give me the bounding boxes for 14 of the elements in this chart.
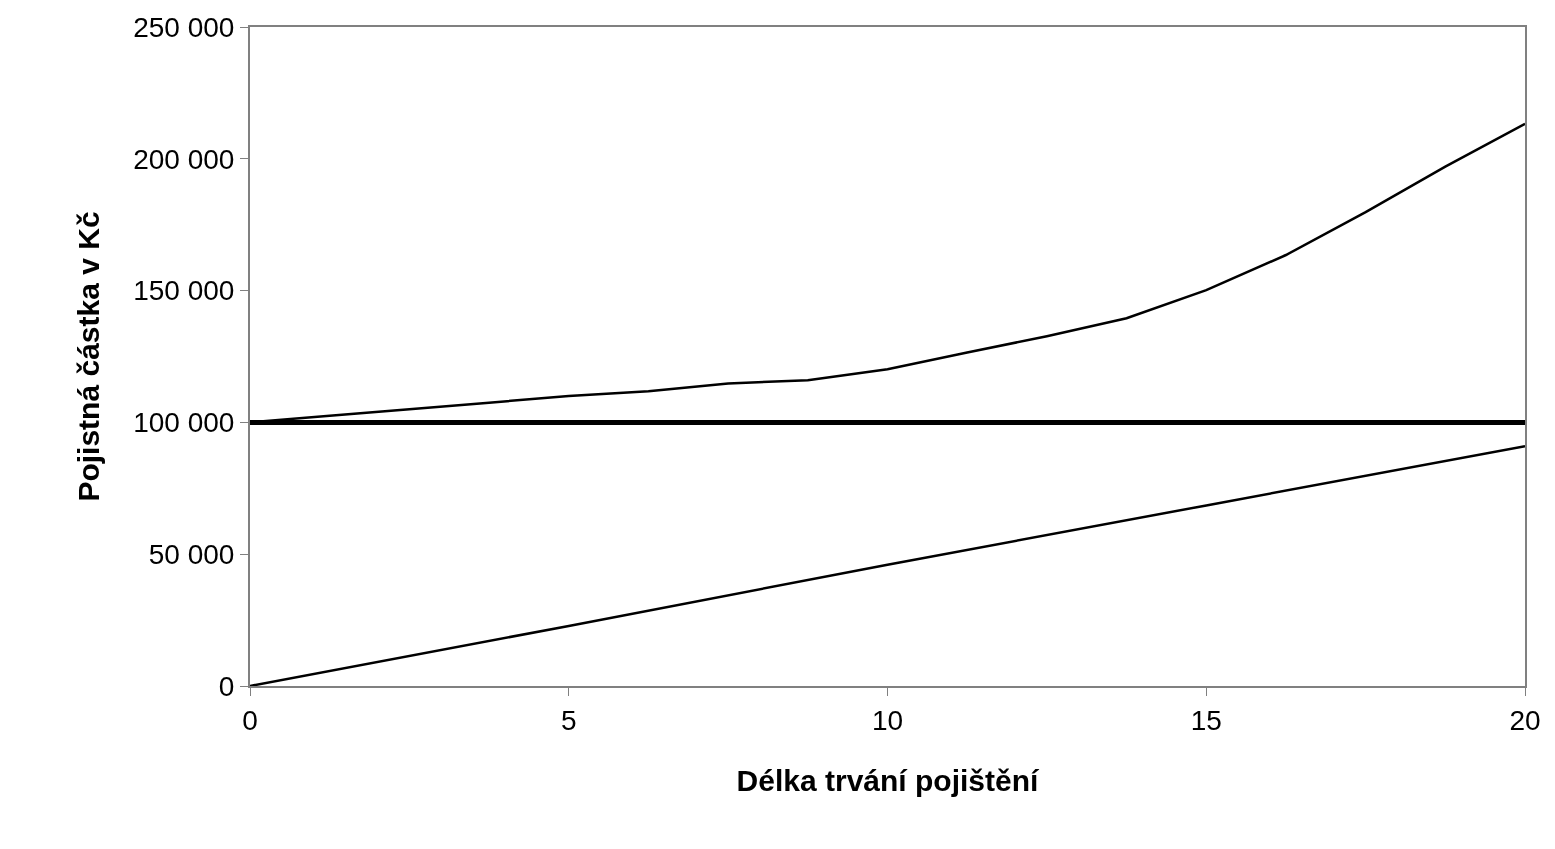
y-tick-label: 150 000 bbox=[133, 275, 235, 307]
x-tick-label: 10 bbox=[871, 704, 904, 736]
x-tick-label: 15 bbox=[1190, 704, 1222, 736]
y-axis-title: Pojistná částka v Kč bbox=[71, 211, 105, 502]
line-series bbox=[250, 444, 1525, 686]
x-axis-title: Délka trvání pojištění bbox=[736, 763, 1041, 797]
x-tick-label: 20 bbox=[1509, 704, 1541, 736]
x-tick-label: 0 bbox=[242, 704, 258, 736]
y-tick-label: 200 000 bbox=[133, 143, 235, 175]
x-tick-label: 5 bbox=[560, 704, 577, 736]
y-tick-label: 100 000 bbox=[133, 407, 235, 439]
y-tick-label: 0 bbox=[218, 670, 235, 702]
y-tick-label: 250 000 bbox=[133, 11, 235, 43]
y-tick-label: 50 000 bbox=[148, 539, 235, 570]
